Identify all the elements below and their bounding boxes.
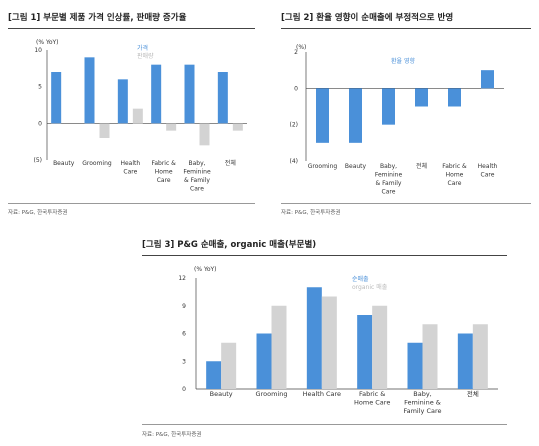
bar-organic-매출-grooming — [271, 305, 287, 389]
bar-순매출-fabric-home-care — [357, 315, 373, 389]
figure-3-title: [그림 3] P&G 순매출, organic 매출(부문별) — [142, 240, 317, 250]
bar-organic-매출-전체 — [472, 324, 488, 389]
bar-organic-매출-beauty — [221, 342, 237, 389]
x-category-label-health-care: Health — [120, 160, 140, 167]
x-category-label-health-care: Care — [123, 169, 137, 176]
legend-환율-영향: 환율 영향 — [391, 57, 415, 65]
bar-순매출-전체 — [457, 333, 473, 389]
bar-순매출-health-care — [306, 287, 322, 389]
x-category-label-baby-feminine-family-care: Care — [382, 189, 396, 196]
x-category-label-grooming: Grooming — [82, 160, 112, 167]
y-tick-label: (5) — [34, 157, 43, 164]
bar-판매량-전체 — [232, 123, 243, 131]
x-category-label-baby-feminine-family-care: Feminine — [375, 172, 403, 179]
bar-organic-매출-health-care — [321, 296, 337, 389]
y-tick-label: 3 — [182, 358, 186, 365]
x-category-label-beauty: Beauty — [345, 163, 367, 170]
x-category-label-fabric-home-care: Fabric & — [359, 390, 385, 398]
bar-환율-영향-grooming — [316, 88, 329, 143]
y-tick-label: 5 — [38, 84, 42, 91]
y-tick-label: 10 — [34, 47, 42, 54]
y-tick-label: 0 — [38, 120, 42, 127]
x-category-label-baby-feminine-family-care: & Family — [184, 177, 210, 184]
figure-3-bottom-rule — [142, 424, 507, 425]
x-category-label-baby-feminine-family-care: Feminine & — [404, 399, 441, 407]
figure-2-title-rule — [281, 28, 531, 29]
figure-1-title: [그림 1] 부문별 제품 가격 인상률, 판매량 증가율 — [8, 13, 187, 23]
figure-2-bottom-rule — [281, 203, 531, 204]
legend-판매량: 판매량 — [137, 52, 154, 60]
y-axis-label: (% YoY) — [194, 266, 217, 273]
y-tick-label: 9 — [182, 303, 186, 310]
y-tick-label: 0 — [294, 85, 298, 92]
x-category-label-health-care: Health — [478, 163, 498, 170]
x-category-label-전체: 전체 — [225, 159, 236, 167]
x-category-label-fabric-home-care: Home Care — [354, 399, 390, 407]
bar-환율-영향-beauty — [349, 88, 362, 143]
x-category-label-beauty: Beauty — [53, 160, 75, 167]
x-category-label-전체: 전체 — [416, 162, 427, 170]
figure-1-title-rule — [8, 28, 255, 29]
bar-환율-영향-baby-feminine-family-care — [382, 88, 395, 125]
bar-순매출-beauty — [206, 361, 222, 389]
bar-가격-grooming — [84, 57, 95, 124]
bar-organic-매출-fabric-home-care — [372, 305, 388, 389]
bar-가격-전체 — [217, 72, 228, 124]
y-axis-label: (% YoY) — [36, 39, 59, 46]
figure-1-source: 자료: P&G, 한국투자증권 — [8, 210, 68, 216]
bar-가격-fabric-home-care — [151, 64, 162, 124]
y-tick-label: 0 — [182, 386, 186, 393]
x-category-label-health-care: Care — [481, 172, 495, 179]
figure-1-bottom-rule — [8, 203, 255, 204]
y-tick-label: 2 — [294, 49, 298, 56]
y-tick-label: 6 — [182, 331, 186, 338]
x-category-label-grooming: Grooming — [256, 390, 288, 398]
bar-순매출-grooming — [256, 333, 272, 389]
x-category-label-전체: 전체 — [467, 389, 479, 398]
bar-organic-매출-baby-feminine-family-care — [422, 324, 438, 389]
x-category-label-baby-feminine-family-care: Baby, — [413, 390, 431, 398]
x-category-label-baby-feminine-family-care: Baby, — [380, 163, 397, 170]
x-category-label-health-care: Health Care — [303, 390, 341, 398]
bar-판매량-grooming — [99, 123, 110, 138]
figure-3-title-rule — [142, 255, 507, 256]
bar-판매량-fabric-home-care — [166, 123, 177, 131]
x-category-label-baby-feminine-family-care: Family Care — [403, 407, 441, 415]
x-category-label-baby-feminine-family-care: Baby, — [188, 160, 205, 167]
legend-가격: 가격 — [137, 44, 148, 52]
y-tick-label: (2) — [290, 122, 299, 129]
x-category-label-fabric-home-care: Fabric & — [442, 163, 467, 170]
y-axis-label: (%) — [296, 44, 306, 51]
y-tick-label: 12 — [178, 275, 186, 282]
y-tick-label: (4) — [290, 158, 299, 165]
bar-환율-영향-전체 — [415, 88, 428, 107]
x-category-label-baby-feminine-family-care: Feminine — [183, 169, 211, 176]
bar-가격-baby-feminine-family-care — [184, 64, 195, 124]
bar-환율-영향-fabric-home-care — [448, 88, 461, 107]
x-category-label-fabric-home-care: Home — [446, 172, 464, 179]
bar-판매량-baby-feminine-family-care — [199, 123, 210, 146]
x-category-label-fabric-home-care: Fabric & — [151, 160, 176, 167]
x-category-label-fabric-home-care: Home — [155, 169, 173, 176]
x-category-label-fabric-home-care: Care — [448, 180, 462, 187]
figure-2-source: 자료: P&G, 한국투자증권 — [281, 210, 341, 216]
legend-순매출: 순매출 — [352, 275, 369, 283]
x-category-label-baby-feminine-family-care: Care — [190, 186, 204, 193]
bar-환율-영향-health-care — [481, 70, 494, 89]
bar-판매량-health-care — [132, 108, 143, 124]
x-category-label-beauty: Beauty — [210, 390, 233, 398]
bar-가격-health-care — [117, 79, 128, 124]
x-category-label-baby-feminine-family-care: & Family — [376, 180, 402, 187]
bar-순매출-baby-feminine-family-care — [407, 342, 423, 389]
x-category-label-grooming: Grooming — [308, 163, 338, 170]
bar-가격-beauty — [51, 72, 62, 124]
figure-2-title: [그림 2] 환율 영향이 순매출에 부정적으로 반영 — [281, 13, 454, 23]
legend-organic-매출: organic 매출 — [352, 283, 388, 291]
figure-3-source: 자료: P&G, 한국투자증권 — [142, 432, 202, 438]
x-category-label-fabric-home-care: Care — [157, 177, 171, 184]
